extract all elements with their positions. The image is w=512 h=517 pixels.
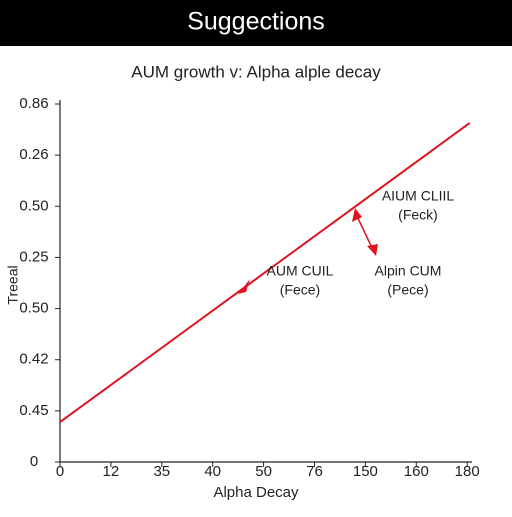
arrowhead [238, 279, 250, 294]
y-tick-label: 0.45 [19, 402, 48, 419]
x-tick-label: 76 [306, 463, 323, 480]
annotation: (Feck) [398, 207, 438, 223]
x-tick-label: 150 [353, 463, 378, 480]
x-tick-label: 50 [255, 463, 272, 480]
annotation: (Fece) [280, 282, 320, 298]
y-tick-label: 0.25 [19, 248, 48, 265]
y-tick-label: 0.50 [19, 197, 48, 214]
x-tick-label: 180 [455, 463, 480, 480]
x-tick-label: 160 [404, 463, 429, 480]
x-tick-label: 12 [103, 463, 120, 480]
header-bar [0, 0, 512, 46]
annotation: (Pece) [387, 282, 428, 298]
annotation: AIUM CLIIL [382, 188, 455, 204]
y-tick-label: 0.86 [19, 95, 48, 112]
annotation: AUM CUIL [267, 263, 334, 279]
arrowhead [367, 244, 378, 256]
plot: 0 0.45 0.42 0.50 0.25 0.50 0.26 0.86 0 12 35 40 50 76… [19, 95, 479, 480]
x-tick-label: 35 [153, 463, 170, 480]
x-axis-label: Alpha Decay [213, 484, 299, 501]
header-title: Suggections [187, 8, 325, 36]
arrowhead [352, 208, 362, 222]
annotation: Alpin CUM [375, 263, 442, 279]
y-tick-label: 0.42 [19, 351, 48, 368]
x-tick-label: 0 [56, 463, 64, 480]
y-axis-label: Treeal [5, 265, 21, 304]
y-tick-label: 0.26 [19, 146, 48, 163]
y-tick-label: 0.50 [19, 300, 48, 317]
chart-title: AUM growth v: Alpha alple decay [131, 62, 381, 81]
series-line [59, 122, 471, 423]
x-tick-label: 40 [204, 463, 221, 480]
y-tick-label: 0 [30, 453, 38, 470]
